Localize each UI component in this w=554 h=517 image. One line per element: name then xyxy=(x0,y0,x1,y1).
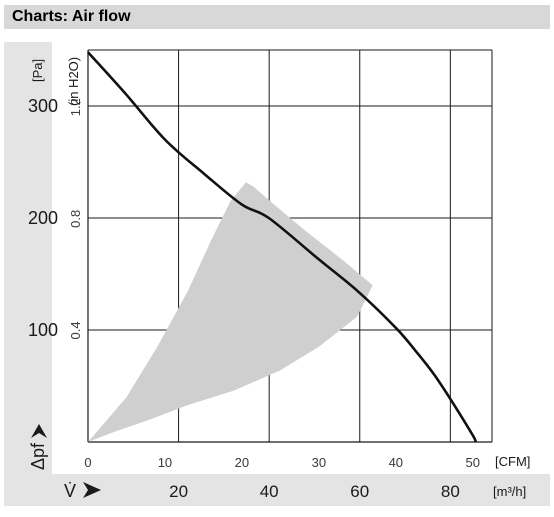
y-unit-pa: [Pa] xyxy=(30,59,45,82)
y-tick-label-in-h2o: 0.8 xyxy=(68,210,83,228)
y-arrow-icon xyxy=(31,424,47,438)
x-arrow-icon xyxy=(83,482,101,498)
y-tick-label-in-h2o: 1.2 xyxy=(68,98,83,116)
y-tick-label-in-h2o: 0.4 xyxy=(68,321,83,339)
x-tick-label-m3h: 20 xyxy=(169,482,188,501)
x-tick-label-m3h: 40 xyxy=(260,482,279,501)
x-tick-label-cfm: 50 xyxy=(466,455,480,470)
x-tick-label-cfm: 30 xyxy=(312,455,326,470)
operating-region xyxy=(88,182,373,442)
page-title: Charts: Air flow xyxy=(12,8,131,25)
y-tick-label-pa: 200 xyxy=(28,208,58,228)
y-unit-in-h2o: (in H2O) xyxy=(66,57,81,106)
x-tick-label-m3h: 80 xyxy=(441,482,460,501)
y-tick-label-pa: 100 xyxy=(28,320,58,340)
x-symbol-v-dot: V̇ xyxy=(64,481,76,501)
airflow-curve xyxy=(87,51,478,443)
header-bar: Charts: Air flow xyxy=(4,5,550,29)
y-symbol-delta-pf: Δpf xyxy=(28,442,48,470)
y-tick-label-pa: 300 xyxy=(28,96,58,116)
x-unit-m3h: [m³/h] xyxy=(493,484,526,499)
chart-ticks: 100 200 300 0.4 0.8 1.2 0 10 20 30 40 50 20 40 60 80 xyxy=(28,96,480,501)
x-tick-label-m3h: 60 xyxy=(350,482,369,501)
x-tick-label-cfm: 20 xyxy=(235,455,249,470)
x-unit-cfm: [CFM] xyxy=(495,454,530,469)
x-tick-label-cfm: 10 xyxy=(158,455,172,470)
y-axis-panel xyxy=(4,42,52,506)
x-tick-label-cfm: 0 xyxy=(84,455,91,470)
x-tick-label-cfm: 40 xyxy=(389,455,403,470)
